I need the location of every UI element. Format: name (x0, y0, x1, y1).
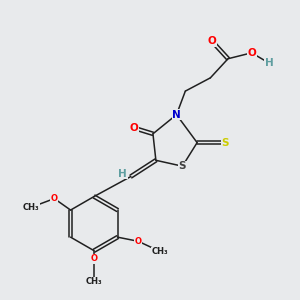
Text: O: O (208, 36, 216, 46)
Text: H: H (118, 169, 127, 178)
Text: H: H (265, 58, 274, 68)
Text: O: O (247, 48, 256, 58)
Text: O: O (91, 254, 98, 263)
Text: CH₃: CH₃ (22, 203, 39, 212)
Text: O: O (135, 237, 142, 246)
Text: N: N (172, 110, 181, 120)
Text: S: S (178, 161, 186, 171)
Text: CH₃: CH₃ (86, 278, 102, 286)
Text: S: S (221, 138, 229, 148)
Text: CH₃: CH₃ (152, 247, 169, 256)
Text: O: O (129, 123, 138, 133)
Text: O: O (51, 194, 58, 203)
